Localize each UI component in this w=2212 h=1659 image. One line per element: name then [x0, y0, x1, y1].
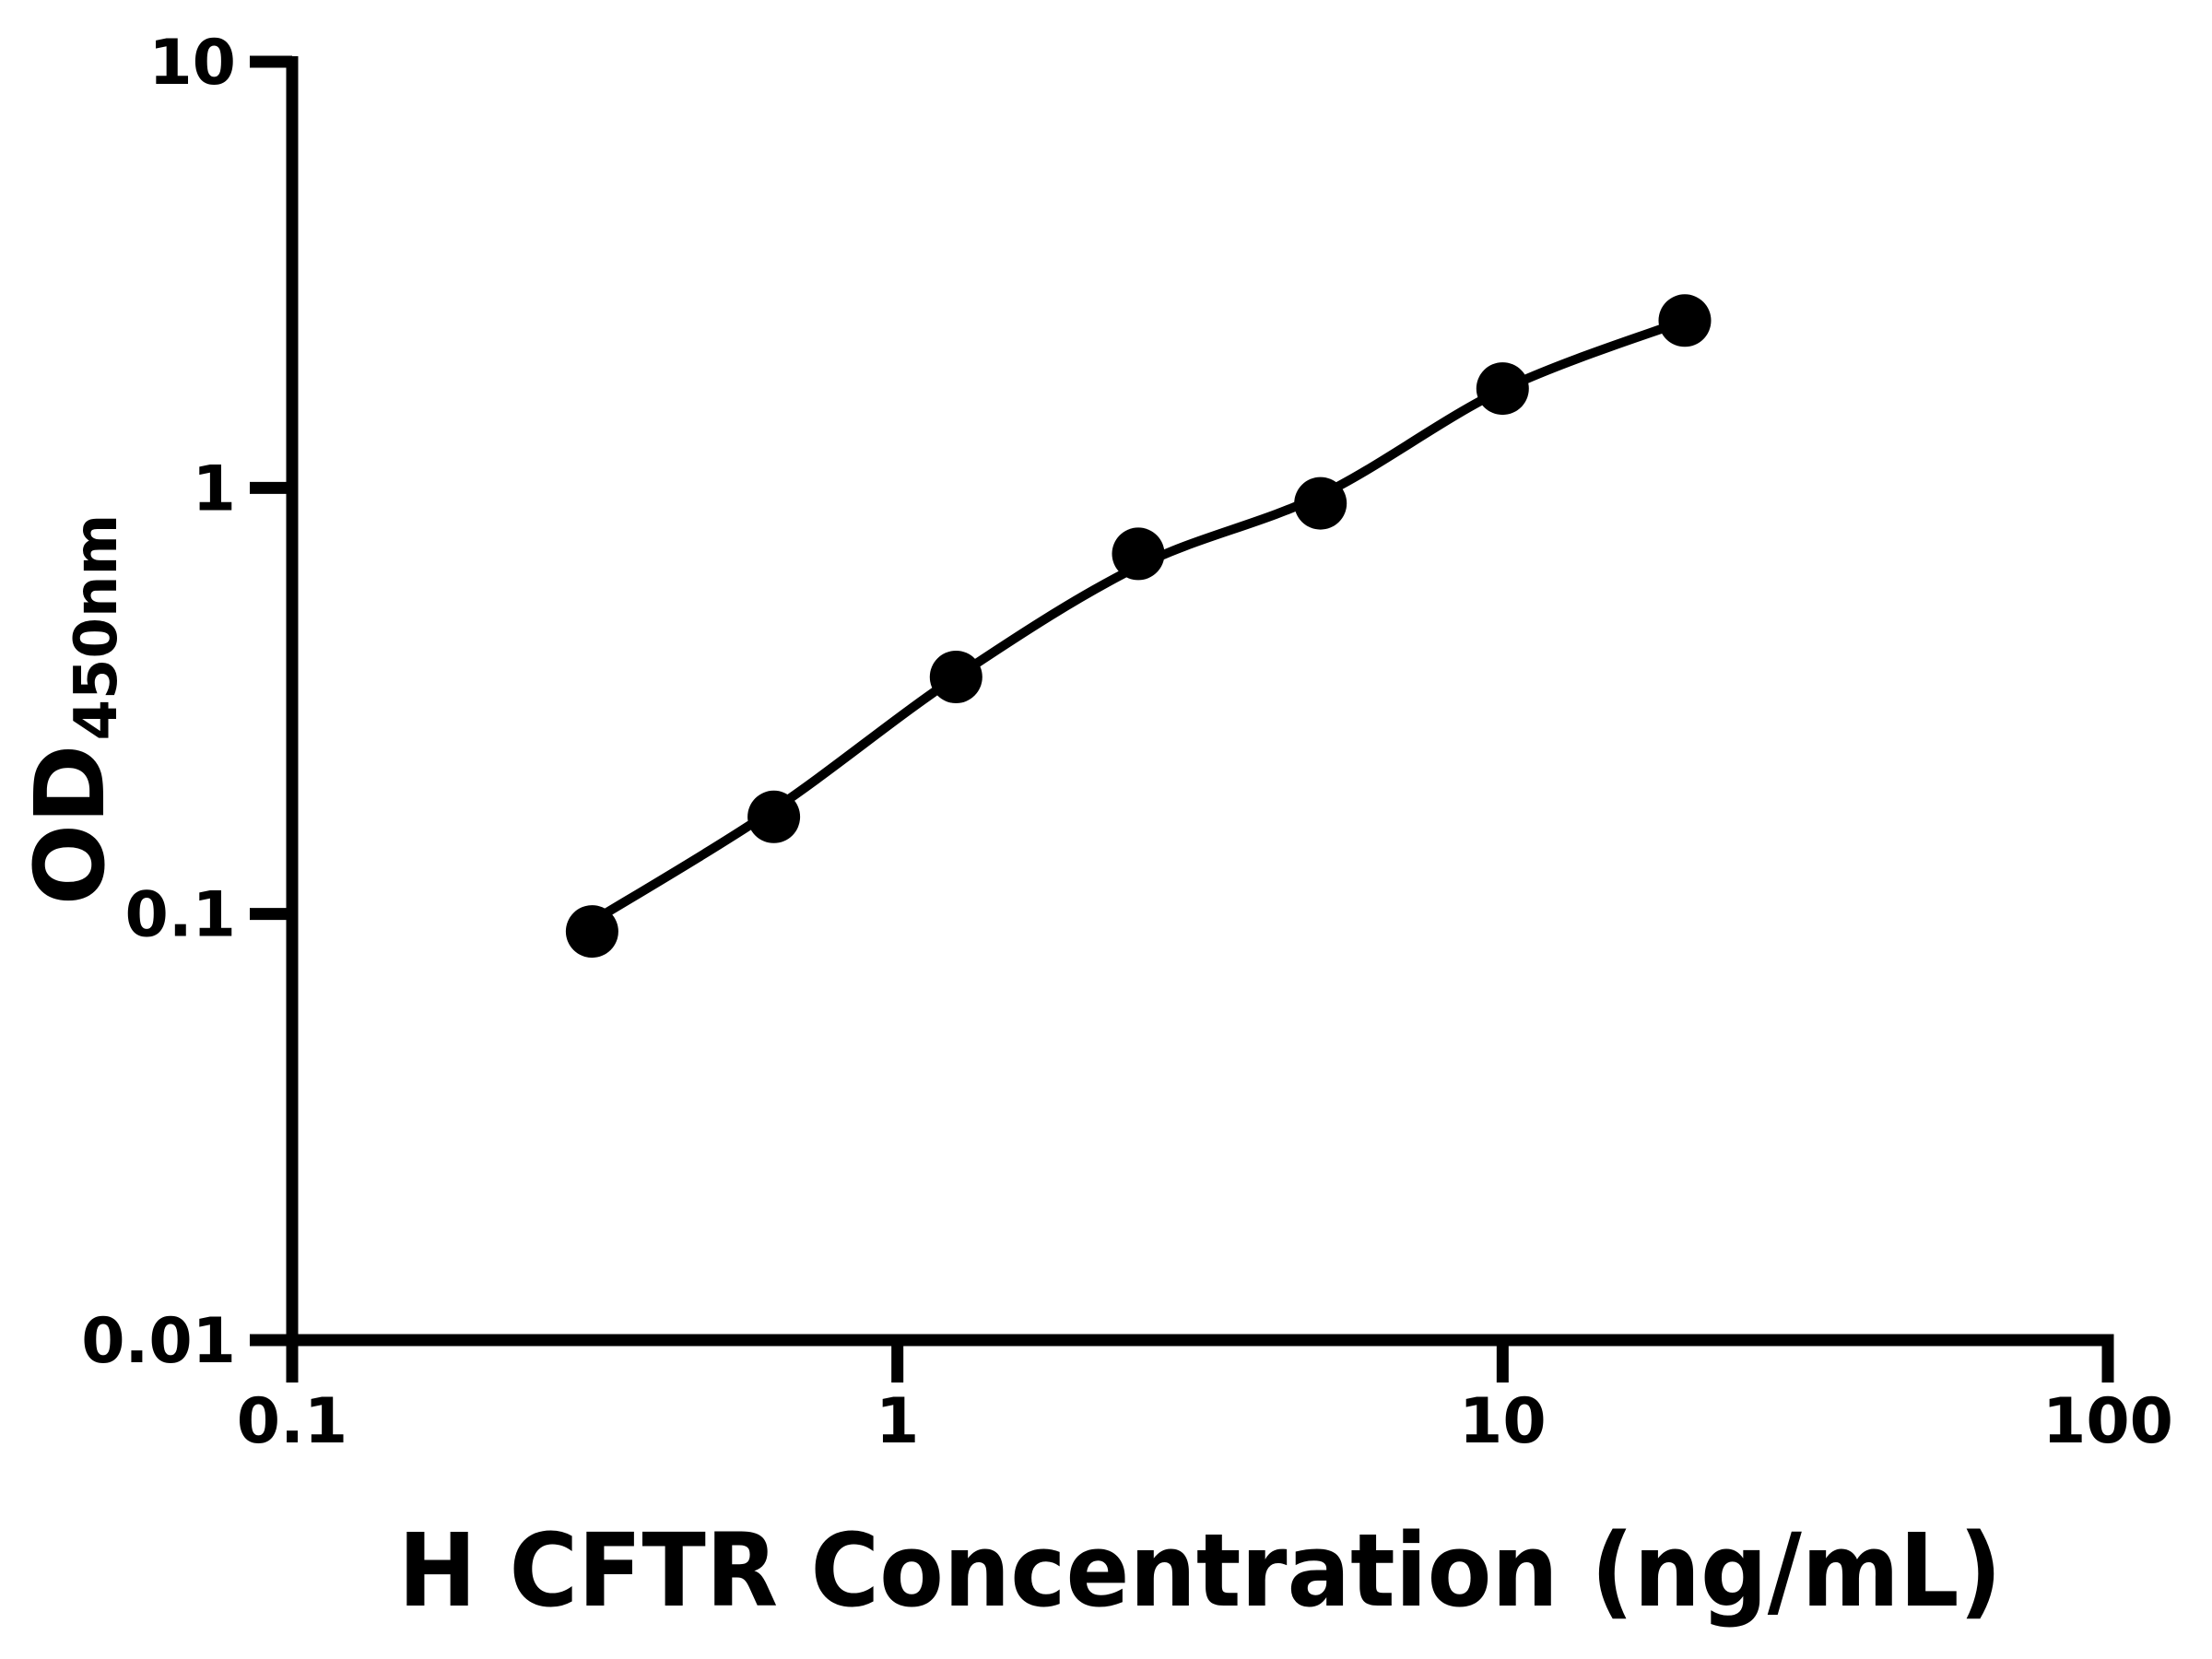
x-tick-label: 0.1: [237, 1385, 347, 1458]
data-point: [565, 905, 618, 959]
data-point: [929, 651, 982, 703]
x-tick-label: 1: [876, 1385, 919, 1458]
data-point: [1658, 294, 1712, 347]
axes: [250, 55, 2114, 1382]
y-axis-label-main: OD: [14, 745, 126, 906]
y-tick-label: 1: [193, 453, 236, 525]
y-axis-label-subscript: 450nm: [63, 514, 131, 741]
data-point: [747, 790, 801, 843]
x-tick-label: 100: [2042, 1385, 2173, 1458]
data-point: [1476, 362, 1529, 416]
y-tick-label: 0.1: [125, 879, 236, 952]
y-tick-label: 0.01: [81, 1305, 236, 1378]
data-point: [1294, 477, 1347, 530]
data-point: [1112, 527, 1165, 581]
data-points: [565, 294, 1712, 959]
x-axis-label: H CFTR Concentration (ng/mL): [398, 1512, 2002, 1630]
y-axis-label: OD 450nm: [14, 514, 131, 906]
y-tick-label: 10: [148, 27, 236, 100]
x-tick-label: 10: [1459, 1385, 1547, 1458]
